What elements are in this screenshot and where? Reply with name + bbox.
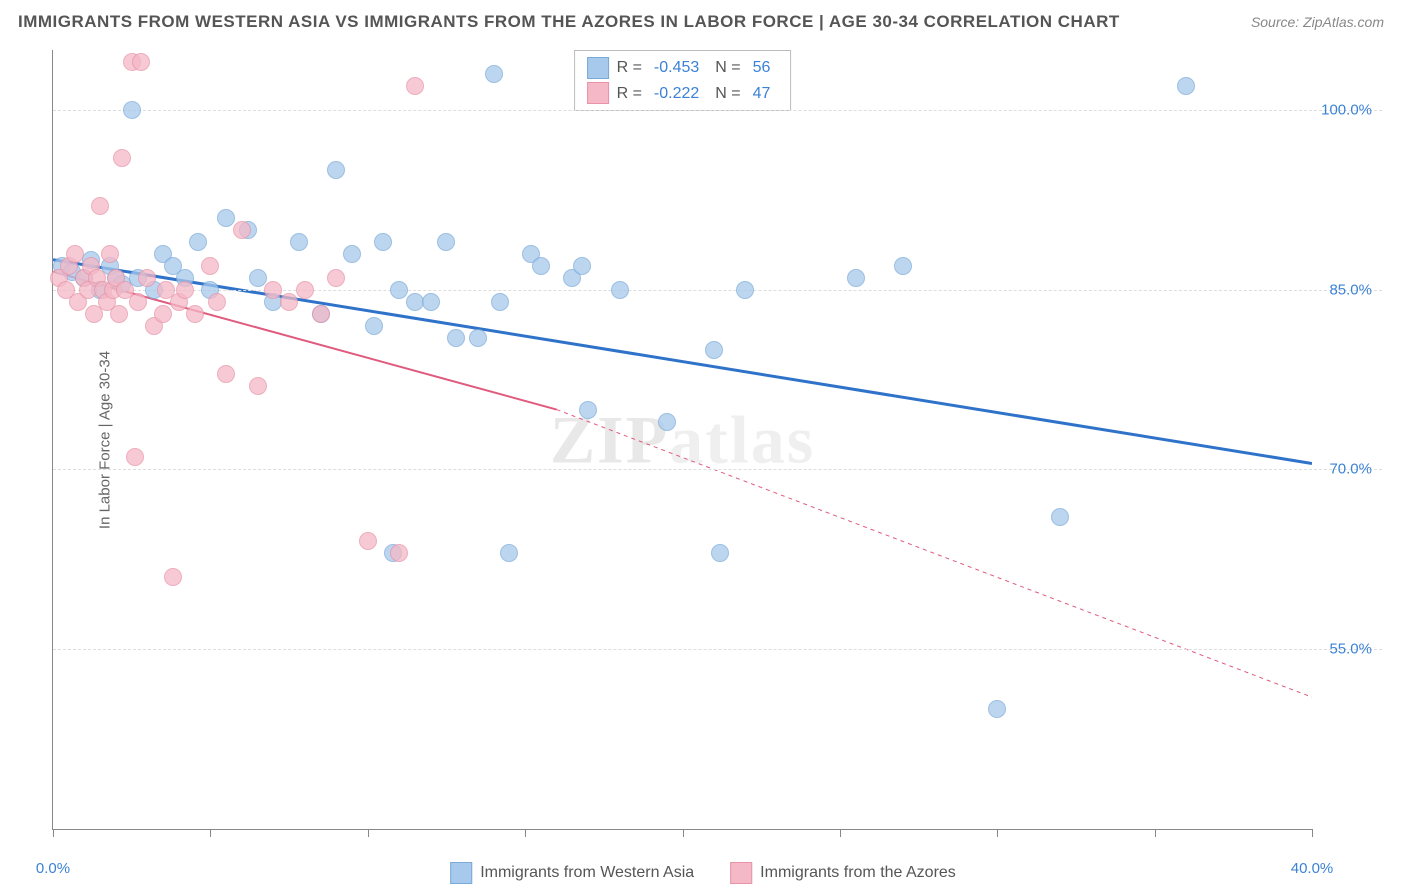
legend-swatch-bottom-1 <box>730 862 752 884</box>
data-point <box>154 305 172 323</box>
data-point <box>327 269 345 287</box>
data-point <box>469 329 487 347</box>
legend-row-series-0: R =-0.453 N =56 <box>587 55 779 81</box>
data-point <box>66 245 84 263</box>
gridline <box>53 469 1382 470</box>
legend-label-1: Immigrants from the Azores <box>760 864 956 882</box>
data-point <box>113 149 131 167</box>
r-value-1: -0.222 <box>654 81 699 107</box>
plot-container: In Labor Force | Age 30-34 ZIPatlas R =-… <box>52 50 1382 830</box>
data-point <box>233 221 251 239</box>
legend-swatch-0 <box>587 57 609 79</box>
data-point <box>290 233 308 251</box>
data-point <box>91 197 109 215</box>
gridline <box>53 110 1382 111</box>
data-point <box>138 269 156 287</box>
data-point <box>208 293 226 311</box>
data-point <box>186 305 204 323</box>
legend-label-0: Immigrants from Western Asia <box>480 864 694 882</box>
data-point <box>132 53 150 71</box>
data-point <box>988 700 1006 718</box>
legend-swatch-1 <box>587 82 609 104</box>
source-attribution: Source: ZipAtlas.com <box>1251 14 1384 30</box>
data-point <box>611 281 629 299</box>
data-point <box>217 365 235 383</box>
y-tick-label: 100.0% <box>1321 101 1372 118</box>
data-point <box>126 448 144 466</box>
data-point <box>390 544 408 562</box>
r-value-0: -0.453 <box>654 55 699 81</box>
y-tick-label: 55.0% <box>1329 641 1372 658</box>
source-name: ZipAtlas.com <box>1303 14 1384 30</box>
data-point <box>249 377 267 395</box>
data-point <box>296 281 314 299</box>
data-point <box>390 281 408 299</box>
source-prefix: Source: <box>1251 14 1303 30</box>
x-tick-label: 0.0% <box>36 860 70 877</box>
legend-swatch-bottom-0 <box>450 862 472 884</box>
data-point <box>447 329 465 347</box>
data-point <box>327 161 345 179</box>
x-tick <box>525 829 526 837</box>
data-point <box>406 77 424 95</box>
legend-item-1: Immigrants from the Azores <box>730 862 956 884</box>
data-point <box>736 281 754 299</box>
chart-title: IMMIGRANTS FROM WESTERN ASIA VS IMMIGRAN… <box>18 12 1120 32</box>
data-point <box>164 568 182 586</box>
data-point <box>217 209 235 227</box>
data-point <box>249 269 267 287</box>
data-point <box>485 65 503 83</box>
data-point <box>491 293 509 311</box>
data-point <box>705 341 723 359</box>
x-tick <box>210 829 211 837</box>
data-point <box>264 281 282 299</box>
data-point <box>658 413 676 431</box>
plot-area: ZIPatlas R =-0.453 N =56 R =-0.222 N =47… <box>52 50 1312 830</box>
data-point <box>129 293 147 311</box>
x-tick <box>1312 829 1313 837</box>
data-point <box>110 305 128 323</box>
data-point <box>101 245 119 263</box>
gridline <box>53 649 1382 650</box>
data-point <box>343 245 361 263</box>
x-tick <box>368 829 369 837</box>
data-point <box>573 257 591 275</box>
y-tick-label: 85.0% <box>1329 281 1372 298</box>
data-point <box>500 544 518 562</box>
data-point <box>123 101 141 119</box>
data-point <box>1177 77 1195 95</box>
x-tick <box>53 829 54 837</box>
data-point <box>711 544 729 562</box>
data-point <box>847 269 865 287</box>
n-value-1: 47 <box>753 81 771 107</box>
legend-item-0: Immigrants from Western Asia <box>450 862 694 884</box>
data-point <box>359 532 377 550</box>
regression-lines <box>53 50 1312 829</box>
data-point <box>422 293 440 311</box>
data-point <box>374 233 392 251</box>
series-legend: Immigrants from Western Asia Immigrants … <box>450 862 956 884</box>
data-point <box>579 401 597 419</box>
n-value-0: 56 <box>753 55 771 81</box>
legend-row-series-1: R =-0.222 N =47 <box>587 81 779 107</box>
data-point <box>894 257 912 275</box>
data-point <box>312 305 330 323</box>
y-tick-label: 70.0% <box>1329 461 1372 478</box>
x-tick <box>997 829 998 837</box>
data-point <box>176 281 194 299</box>
gridline <box>53 290 1382 291</box>
data-point <box>280 293 298 311</box>
x-tick-label: 40.0% <box>1291 860 1334 877</box>
data-point <box>365 317 383 335</box>
x-tick <box>1155 829 1156 837</box>
data-point <box>532 257 550 275</box>
data-point <box>1051 508 1069 526</box>
data-point <box>437 233 455 251</box>
x-tick <box>683 829 684 837</box>
data-point <box>189 233 207 251</box>
x-tick <box>840 829 841 837</box>
correlation-legend: R =-0.453 N =56 R =-0.222 N =47 <box>574 50 792 111</box>
data-point <box>201 257 219 275</box>
